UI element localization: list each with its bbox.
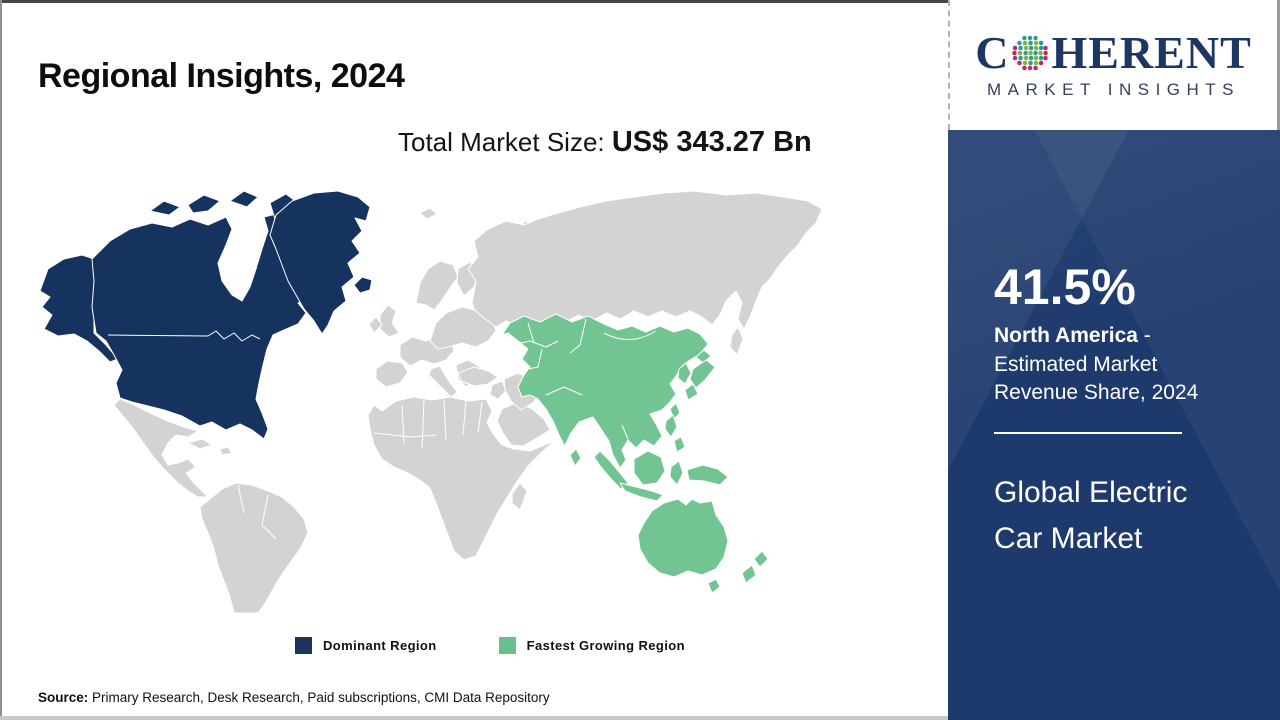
land-arctic-island-3 (229, 190, 259, 208)
land-new-zealand-north (753, 550, 769, 568)
land-scandinavia (415, 260, 459, 311)
legend-item-dominant: Dominant Region (295, 637, 437, 654)
logo-letters-herent: HERENT (1051, 27, 1252, 78)
land-madagascar (511, 482, 528, 511)
land-new-zealand-south (741, 564, 757, 584)
coherent-market-insights-logo: C (948, 0, 1280, 130)
fastest-growing-region-swatch-icon (498, 637, 516, 654)
land-arctic-island-1 (149, 200, 181, 216)
land-java (619, 482, 664, 502)
legend-item-fastest-growing: Fastest Growing Region (498, 637, 685, 654)
land-korea (677, 362, 692, 385)
logo-wordmark: C (975, 30, 1252, 76)
land-south-america (199, 482, 309, 614)
border-central-asia-2 (527, 322, 535, 344)
land-japan-kyushu (684, 383, 699, 401)
land-sumatra (593, 450, 629, 490)
land-japan-honshu (689, 359, 716, 389)
land-mexico-central-america (113, 398, 209, 498)
border-himalaya (545, 386, 583, 396)
land-russia (467, 190, 823, 330)
panel-divider (994, 431, 1182, 434)
market-name: Global Electric Car Market (994, 475, 1188, 556)
world-map (39, 190, 823, 614)
border-brazil (261, 494, 277, 540)
frame-top-border (0, 0, 1280, 3)
total-market-size: Total Market Size: US$ 343.27 Bn (398, 126, 812, 159)
land-arctic-island-2 (187, 194, 221, 214)
border-mongolia (603, 330, 657, 340)
land-africa (367, 396, 555, 561)
land-ireland (368, 316, 383, 334)
land-uk (379, 304, 400, 338)
land-sakhalin (729, 326, 744, 356)
map-legend: Dominant Region Fastest Growing Region (295, 637, 685, 654)
dotted-globe-icon (1012, 35, 1049, 71)
legend-label-dominant: Dominant Region (323, 638, 437, 653)
land-sri-lanka (569, 448, 582, 467)
border-indochina-1 (594, 420, 603, 434)
land-asia-mainland (501, 313, 709, 469)
land-new-guinea (686, 464, 729, 486)
border-andes (237, 484, 245, 514)
border-china-kazakh (569, 318, 587, 354)
border-central-asia-1 (511, 340, 559, 348)
country-border-lines (107, 318, 657, 540)
page-title: Regional Insights, 2024 (38, 56, 405, 95)
source-line: Source: Primary Research, Desk Research,… (38, 690, 550, 705)
land-japan-hokkaido (695, 349, 712, 364)
land-levant (489, 380, 507, 400)
frame-bottom-border (0, 716, 952, 720)
land-turkey (457, 366, 499, 387)
land-sulawesi (669, 460, 684, 486)
border-indochina-2 (621, 424, 629, 440)
border-africa-4 (462, 400, 467, 436)
border-africa-5 (477, 401, 483, 434)
land-svalbard (419, 207, 438, 220)
market-share-description: North America - Estimated Market Revenue… (994, 322, 1244, 408)
land-east-europe (429, 306, 497, 350)
land-greenland (269, 190, 371, 335)
border-africa-3 (443, 399, 447, 442)
land-italy (428, 365, 458, 398)
land-borneo (633, 450, 666, 486)
logo-tagline: MARKET INSIGHTS (986, 80, 1241, 99)
total-market-size-label: Total Market Size: (398, 127, 612, 157)
source-text: Primary Research, Desk Research, Paid su… (88, 690, 550, 705)
border-central-asia-3 (527, 348, 543, 370)
source-label: Source: (38, 690, 89, 705)
land-tasmania (707, 578, 721, 594)
border-sahel (373, 432, 437, 438)
market-share-desc-text: - Estimated Market Revenue Share, 2024 (994, 324, 1199, 405)
land-australia (637, 498, 729, 578)
total-market-size-value: US$ 343.27 Bn (611, 126, 812, 158)
border-africa-2 (421, 399, 425, 450)
legend-label-fastest-growing: Fastest Growing Region (526, 638, 685, 653)
land-philippines-south (673, 436, 686, 453)
region-asia-pacific (501, 313, 769, 594)
frame-left-border (0, 0, 2, 720)
border-us-canada (107, 330, 261, 342)
dominant-region-swatch-icon (295, 637, 312, 654)
land-alaska (39, 254, 119, 363)
highlight-panel: 41.5% North America - Estimated Market R… (948, 130, 1280, 720)
land-philippines-north (664, 414, 678, 438)
market-share-region: North America (994, 324, 1138, 347)
land-iceland (353, 276, 373, 294)
region-rest-of-world (113, 190, 823, 614)
land-hispaniola (219, 446, 233, 456)
land-iberia (375, 360, 409, 388)
land-cuba (187, 438, 213, 450)
region-north-america (39, 190, 373, 440)
logo-letter-c: C (975, 27, 1010, 78)
market-share-value: 41.5% (994, 259, 1136, 315)
